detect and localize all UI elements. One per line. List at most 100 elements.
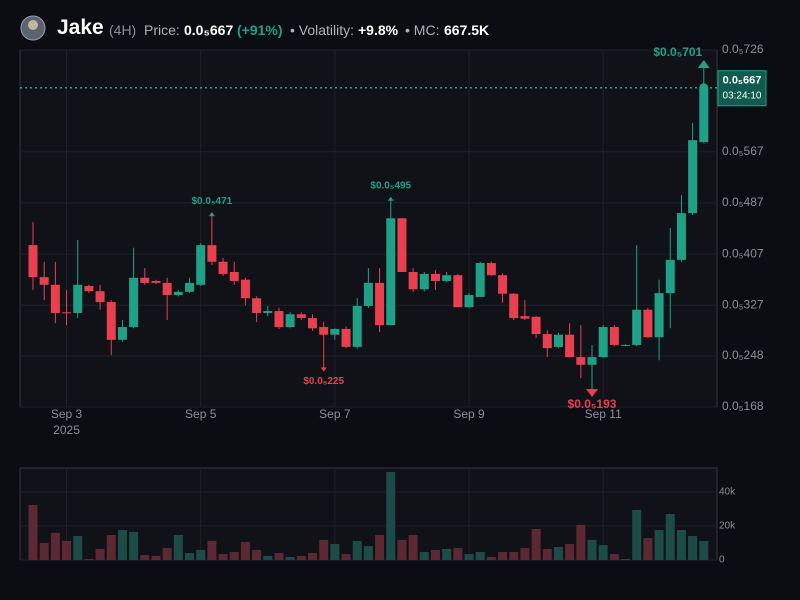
volume-bar — [229, 551, 239, 560]
volume-bar — [28, 504, 38, 560]
mc-label: • MC: — [405, 22, 440, 38]
volume-bar — [621, 558, 631, 560]
candle-body — [609, 327, 619, 345]
candle-body — [676, 213, 686, 260]
candle-body — [62, 312, 72, 314]
volume-bar — [73, 535, 83, 560]
volume-bar — [375, 534, 385, 560]
y-tick-label: 0.0₅168 — [722, 399, 764, 413]
candle-body — [341, 328, 351, 347]
price-tag — [717, 70, 767, 107]
candle-body — [151, 280, 161, 283]
volume-bar — [207, 540, 217, 560]
candle-body — [632, 309, 642, 345]
candle-body — [129, 277, 139, 328]
volume-bar — [39, 542, 49, 560]
interval: (4H) — [109, 22, 137, 38]
y-tick-label: 0.0₅726 — [722, 42, 764, 56]
candle-body — [520, 316, 530, 319]
volume-tick-label: 20k — [719, 521, 736, 532]
candle-body — [240, 279, 250, 299]
extreme-label: $0.0₅193 — [568, 397, 617, 411]
current-price-dot — [699, 83, 709, 93]
candle-body — [553, 334, 563, 347]
extreme-marker — [320, 367, 327, 372]
price: 0.0₅667 — [184, 22, 234, 38]
y-tick-label: 0.0₅487 — [722, 195, 764, 209]
volume-bar — [386, 471, 396, 560]
volume-bar — [308, 553, 317, 560]
candle-body — [576, 357, 586, 365]
candle-body — [140, 277, 150, 283]
candle-body — [106, 302, 116, 340]
volume-bar — [498, 551, 508, 560]
candle-body — [50, 284, 60, 313]
candle-body — [386, 218, 396, 326]
extreme-label: $0.0₅495 — [370, 180, 411, 191]
candle-body — [218, 261, 228, 274]
volume-bar — [531, 528, 541, 560]
candle-body — [28, 245, 38, 278]
candle-body — [73, 284, 83, 313]
candle-body — [643, 309, 653, 338]
volume-bar — [542, 548, 552, 560]
candle-body — [363, 282, 373, 306]
volume-bar — [475, 551, 485, 560]
candle-body — [95, 291, 105, 303]
candle-body — [598, 327, 608, 358]
candle-body — [397, 218, 407, 273]
volume-bar — [486, 556, 496, 560]
candle-body — [229, 272, 239, 281]
volume-bar — [587, 539, 597, 560]
volatility: +9.8% — [358, 22, 399, 38]
mc: 667.5K — [444, 22, 490, 38]
volume-bar — [453, 548, 463, 560]
extreme-label: $0.0₅471 — [192, 196, 233, 207]
volume-bar — [419, 551, 429, 560]
volume-bar — [151, 555, 161, 560]
extreme-marker — [387, 196, 394, 201]
volume-bar — [240, 541, 250, 560]
plot-area — [19, 49, 718, 408]
extreme-label: $0.0₅225 — [303, 376, 344, 387]
volume-bar — [397, 539, 407, 560]
candle-body — [442, 275, 452, 281]
candle-body — [308, 318, 317, 329]
candle-body — [274, 311, 284, 328]
change: (+91%) — [237, 22, 283, 38]
candle-body — [263, 311, 273, 313]
volume-bar — [632, 509, 642, 560]
y-tick-label: 0.0₅567 — [722, 144, 764, 158]
volume-bar — [665, 514, 675, 560]
candle-body — [419, 273, 429, 290]
volume-bar — [95, 548, 105, 560]
candle-body — [375, 282, 385, 326]
volume-bar — [341, 554, 351, 560]
y-tick-label: 0.0₅407 — [722, 246, 764, 260]
candle-body — [408, 272, 418, 290]
volume-bar — [274, 553, 284, 560]
volume-bar — [319, 539, 329, 560]
extreme-marker — [697, 59, 710, 68]
volume-bar — [62, 540, 72, 560]
volume-bar — [352, 540, 362, 560]
price-tag-value: 0.0₅667 — [723, 75, 762, 87]
volume-bar — [643, 538, 653, 560]
volume-bar — [363, 546, 373, 560]
volume-bar — [442, 548, 452, 560]
candle-body — [453, 275, 463, 308]
candle-body — [621, 344, 631, 346]
volume-tick-label: 0 — [719, 555, 725, 566]
candle-body — [531, 316, 541, 335]
volume-bar — [330, 543, 340, 560]
candle-body — [587, 357, 597, 365]
candle-body — [688, 140, 698, 214]
volume-bar — [296, 555, 306, 560]
avatar-face — [28, 20, 38, 30]
candle-body — [319, 327, 329, 335]
candle-body — [117, 327, 127, 340]
token-name: Jake — [57, 16, 104, 39]
y-tick-label: 0.0₅248 — [722, 348, 764, 362]
candle-body — [352, 305, 362, 347]
